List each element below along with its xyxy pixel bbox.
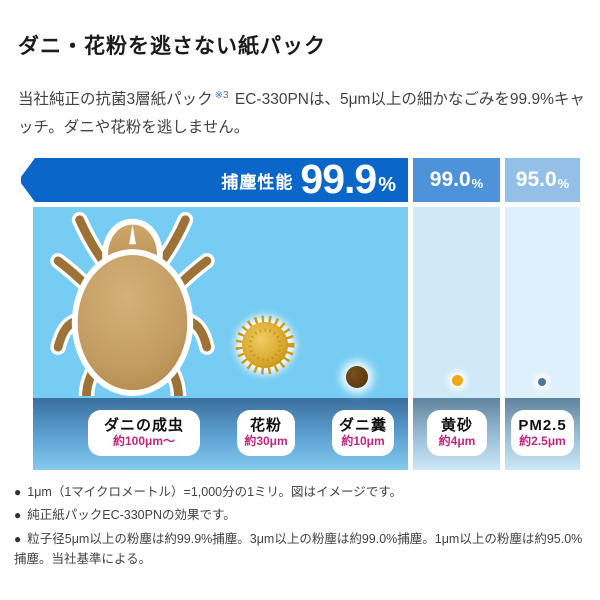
particle-name: ダニ糞 xyxy=(338,416,387,434)
footnote-text: 粒子径5μm以上の粉塵は約99.9%捕塵。3μm以上の粉塵は約99.0%捕塵。1… xyxy=(14,531,583,567)
pollen-icon xyxy=(235,315,295,375)
main-performance-arrow: 捕塵性能 99.9 % xyxy=(21,158,408,202)
performance-label: 捕塵性能 xyxy=(221,173,294,192)
particle-label-pollen: 花粉 約30μm xyxy=(237,410,295,456)
pm25-dot-icon xyxy=(538,378,546,386)
intro-paragraph: 当社純正の抗菌3層紙パック ※3 EC-330PNは、5μm以上の細かなごみを99… xyxy=(18,86,586,142)
particle-name: 花粉 xyxy=(249,416,282,434)
performance-unit-3: % xyxy=(557,175,570,191)
performance-value-2: 99.0 xyxy=(429,168,471,191)
bullet-icon: ● xyxy=(14,531,22,546)
performance-segment-2: 99.0 % xyxy=(413,158,500,202)
particle-size: 約100μm〜 xyxy=(112,434,176,449)
page-title: ダニ・花粉を逃さない紙パック xyxy=(18,35,326,58)
footnote-item: ● 粒子径5μm以上の粉塵は約99.9%捕塵。3μm以上の粉塵は約99.0%捕塵。… xyxy=(14,529,590,570)
particle-size: 約2.5μm xyxy=(519,434,566,449)
performance-segment-3: 95.0 % xyxy=(505,158,580,202)
particle-label-dropping: ダニ糞 約10μm xyxy=(332,410,394,456)
particle-label-pm25: PM2.5 約2.5μm xyxy=(511,410,574,456)
particle-size: 約4μm xyxy=(438,434,476,449)
particle-label-mite: ダニの成虫 約100μm〜 xyxy=(88,410,200,456)
mite-icon xyxy=(50,211,215,396)
particle-name: ダニの成虫 xyxy=(103,416,184,434)
footnote-item: ● 1μm（1マイクロメートル）=1,000分の1ミリ。図はイメージです。 xyxy=(14,482,590,502)
footnote-text: 純正紙パックEC-330PNの効果です。 xyxy=(27,508,236,523)
intro-text-after: EC-330PNは、5μm以上の細かなごみを99.9%キャッチ。ダニや花粉を逃し… xyxy=(18,91,585,136)
performance-value-3: 95.0 xyxy=(515,168,557,191)
footnote-text: 1μm（1マイクロメートル）=1,000分の1ミリ。図はイメージです。 xyxy=(27,485,403,499)
performance-unit-2: % xyxy=(471,175,484,191)
mite-dropping-icon xyxy=(346,366,368,388)
particle-size: 約30μm xyxy=(244,434,288,449)
footnote-reference: ※3 xyxy=(214,89,229,101)
bullet-icon: ● xyxy=(14,508,22,523)
particle-label-sand: 黄砂 約4μm xyxy=(427,410,487,456)
performance-unit-main: % xyxy=(378,174,396,196)
particle-name: PM2.5 xyxy=(518,416,567,434)
performance-value-main: 99.9 xyxy=(300,156,377,203)
intro-text-before: 当社純正の抗菌3層紙パック xyxy=(18,91,213,108)
footnote-item: ● 純正紙パックEC-330PNの効果です。 xyxy=(14,505,590,525)
yellow-sand-dot-icon xyxy=(452,375,463,386)
bullet-icon: ● xyxy=(14,485,22,499)
footnotes: ● 1μm（1マイクロメートル）=1,000分の1ミリ。図はイメージです。 ● 純正… xyxy=(14,482,590,573)
particle-name: 黄砂 xyxy=(440,416,473,434)
particle-size: 約10μm xyxy=(341,434,385,449)
